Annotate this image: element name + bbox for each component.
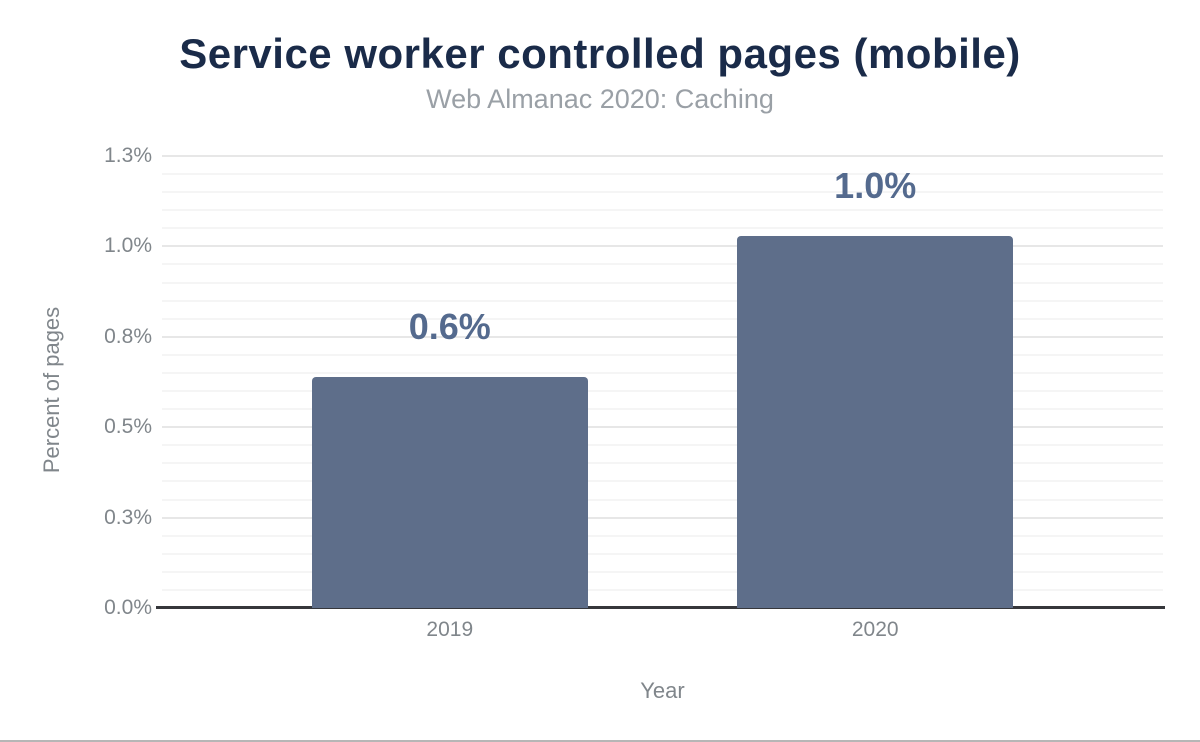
y-tick-label: 0.0%: [104, 596, 152, 619]
y-tick-label: 0.8%: [104, 324, 152, 348]
minor-gridline: [162, 588, 1163, 591]
bar-value-label: 1.0%: [834, 164, 917, 206]
plot-area: 0.6% 1.0%: [156, 155, 1165, 609]
minor-gridline: [162, 263, 1163, 266]
bar-value-label: 0.6%: [408, 305, 491, 347]
minor-gridline: [162, 317, 1163, 320]
minor-gridline: [162, 408, 1163, 411]
minor-gridline: [162, 462, 1163, 465]
major-gridline: [162, 426, 1163, 429]
chart-title: Service worker controlled pages (mobile): [179, 30, 1021, 77]
major-gridline: [162, 335, 1163, 338]
major-gridline: [162, 516, 1163, 519]
x-tick-label: 2019: [426, 618, 474, 641]
minor-gridline: [162, 390, 1163, 393]
minor-gridline: [162, 209, 1163, 212]
minor-gridline: [162, 371, 1163, 374]
minor-gridline: [162, 552, 1163, 555]
minor-gridline: [162, 353, 1163, 356]
minor-gridline: [162, 444, 1163, 447]
minor-gridline: [162, 191, 1163, 194]
x-tick-label: 2020: [851, 618, 899, 641]
y-tick-label: 1.0%: [104, 234, 152, 258]
minor-gridline: [162, 227, 1163, 230]
bar-2019[interactable]: [311, 376, 589, 608]
x-axis-baseline: [156, 606, 1165, 609]
minor-gridline: [162, 299, 1163, 302]
minor-gridline: [162, 570, 1163, 573]
y-tick-label: 0.3%: [104, 505, 152, 529]
y-tick-label: 1.3%: [104, 144, 152, 167]
minor-gridline: [162, 498, 1163, 501]
minor-gridline: [162, 480, 1163, 483]
major-gridline: [162, 245, 1163, 248]
minor-gridline: [162, 281, 1163, 284]
minor-gridline: [162, 534, 1163, 537]
y-axis-title: Percent of pages: [39, 306, 64, 474]
major-gridline: [162, 155, 1163, 157]
y-tick-label: 0.5%: [104, 415, 152, 439]
bar-2020[interactable]: [736, 235, 1014, 608]
chart-subtitle: Web Almanac 2020: Caching: [426, 84, 774, 114]
minor-gridline: [162, 173, 1163, 176]
x-axis-title: Year: [640, 678, 685, 703]
